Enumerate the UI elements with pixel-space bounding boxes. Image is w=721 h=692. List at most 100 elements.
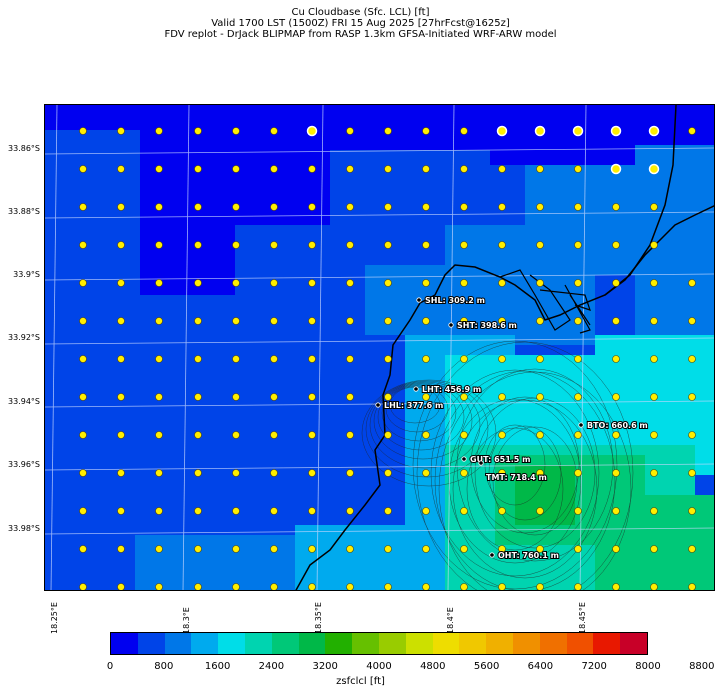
graticule	[45, 105, 714, 590]
grid-marker	[384, 507, 392, 515]
colorbar-segment	[218, 633, 245, 654]
grid-marker	[270, 393, 278, 401]
grid-marker	[460, 355, 468, 363]
grid-marker	[650, 355, 658, 363]
colorbar-segment	[593, 633, 621, 654]
grid-marker	[232, 355, 240, 363]
grid-marker	[536, 241, 544, 249]
grid-marker	[117, 507, 125, 515]
grid-marker	[498, 583, 506, 590]
grid-marker	[612, 431, 620, 439]
grid-marker	[270, 355, 278, 363]
grid-marker	[460, 241, 468, 249]
grid-marker	[460, 127, 468, 135]
station-label: BTO: 660.6 m	[587, 421, 648, 430]
grid-marker	[422, 431, 430, 439]
grid-marker	[346, 545, 354, 553]
grid-marker	[194, 507, 202, 515]
grid-marker	[270, 545, 278, 553]
field-cell	[525, 165, 635, 275]
grid-marker	[574, 279, 582, 287]
grid-marker	[194, 317, 202, 325]
grid-marker	[498, 431, 506, 439]
grid-marker	[79, 279, 87, 287]
x-tick-label: 18.35°E	[314, 602, 323, 634]
grid-marker	[384, 203, 392, 211]
station-marker	[413, 386, 419, 392]
grid-marker	[460, 203, 468, 211]
grid-marker	[155, 393, 163, 401]
colorbar-tick-label: 4800	[420, 661, 446, 672]
grid-marker	[536, 583, 544, 590]
colorbar-tick-label: 8000	[635, 661, 661, 672]
grid-marker	[536, 545, 544, 553]
grid-marker	[346, 241, 354, 249]
grid-marker	[612, 241, 620, 249]
grid-marker	[384, 583, 392, 590]
field-cell	[45, 445, 135, 590]
grid-marker	[536, 469, 544, 477]
station-marker	[375, 402, 381, 408]
grid-marker	[155, 317, 163, 325]
colorbar-tick-label: 800	[154, 661, 174, 672]
grid-marker	[422, 393, 430, 401]
grid-marker	[346, 583, 354, 590]
grid-marker	[346, 279, 354, 287]
grid-marker	[346, 127, 354, 135]
grid-marker	[346, 431, 354, 439]
colorbar-segment	[432, 633, 460, 654]
colorbar-segment	[137, 633, 165, 654]
grid-marker	[384, 317, 392, 325]
contour-line	[474, 397, 596, 549]
grid-marker	[79, 203, 87, 211]
grid-marker	[650, 241, 658, 249]
grid-marker	[270, 431, 278, 439]
field-cell	[235, 225, 345, 305]
grid-marker	[612, 393, 620, 401]
station-marker	[489, 552, 495, 558]
grid-marker	[498, 469, 506, 477]
grid-marker	[384, 279, 392, 287]
grid-marker	[536, 393, 544, 401]
colorbar-title: zsfclcl [ft]	[336, 676, 385, 687]
grid-marker	[79, 545, 87, 553]
station-marker	[461, 456, 467, 462]
field-cell	[135, 535, 295, 590]
contour-line	[430, 369, 600, 577]
grid-marker	[650, 583, 658, 590]
grid-marker	[574, 241, 582, 249]
grid-marker	[650, 507, 658, 515]
colorbar-tick-label: 3200	[312, 661, 338, 672]
contour-line	[361, 379, 497, 487]
grid-marker	[536, 165, 544, 173]
latitude-line	[45, 337, 714, 345]
grid-marker	[612, 545, 620, 553]
grid-marker	[422, 165, 430, 173]
y-tick-label: 33.92°S	[8, 333, 40, 342]
contour-line	[381, 384, 457, 442]
grid-marker	[422, 241, 430, 249]
map-canvas: SHL: 309.2 m SHT: 398.6 m LHT: 456.9 m LHL:…	[45, 105, 714, 590]
grid-marker	[155, 583, 163, 590]
grid-marker	[384, 545, 392, 553]
grid-marker	[498, 393, 506, 401]
grid-marker	[194, 469, 202, 477]
grid-marker	[155, 241, 163, 249]
grid-marker	[498, 545, 506, 553]
grid-marker	[232, 469, 240, 477]
field-cell	[635, 145, 714, 345]
grid-marker	[232, 393, 240, 401]
grid-marker	[117, 355, 125, 363]
grid-marker	[117, 127, 125, 135]
station-label: LHL: 377.6 m	[384, 401, 443, 410]
grid-marker-highlight	[306, 125, 318, 137]
grid-marker	[612, 355, 620, 363]
grid-marker	[117, 279, 125, 287]
grid-marker	[422, 507, 430, 515]
contour-line	[452, 399, 598, 579]
grid-marker	[650, 431, 658, 439]
grid-marker	[117, 583, 125, 590]
grid-marker	[308, 355, 316, 363]
grid-marker	[574, 203, 582, 211]
station-marker	[478, 460, 484, 466]
